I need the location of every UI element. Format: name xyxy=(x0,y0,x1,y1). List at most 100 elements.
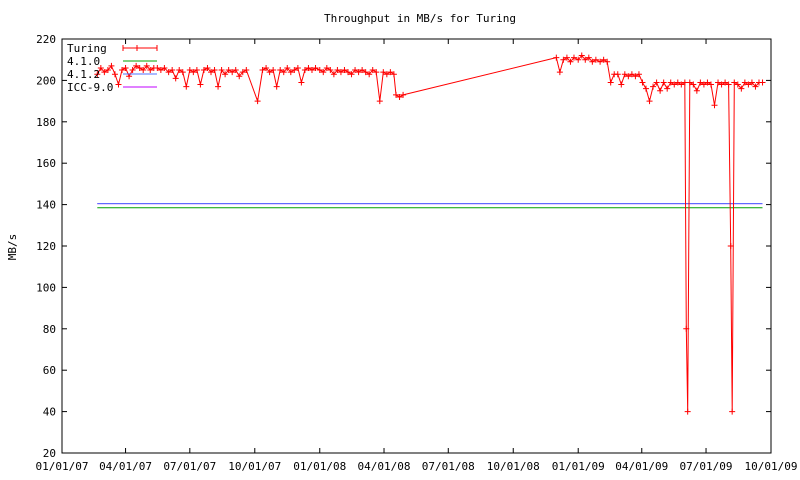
data-point xyxy=(697,79,704,86)
data-point xyxy=(316,67,323,74)
data-point xyxy=(643,85,650,92)
data-point xyxy=(628,71,635,78)
data-point xyxy=(600,56,607,63)
data-point xyxy=(393,91,400,98)
data-point xyxy=(614,71,621,78)
data-point xyxy=(312,64,319,71)
data-point xyxy=(727,243,734,249)
x-tick-label: 07/01/08 xyxy=(422,460,475,473)
data-point xyxy=(305,64,312,71)
data-point xyxy=(563,54,570,61)
data-point xyxy=(748,79,755,86)
data-point xyxy=(369,67,376,74)
data-point xyxy=(607,79,614,86)
data-point xyxy=(208,69,215,76)
data-point xyxy=(390,71,397,78)
data-point xyxy=(254,98,261,105)
x-tick-label: 01/01/08 xyxy=(293,460,346,473)
legend-label: ICC-9.0 xyxy=(67,81,113,94)
x-tick-label: 04/01/08 xyxy=(358,460,411,473)
data-point xyxy=(200,67,207,74)
data-point xyxy=(725,81,732,88)
data-point xyxy=(176,67,183,74)
plot-frame xyxy=(61,38,772,454)
data-point xyxy=(359,67,366,74)
data-point xyxy=(715,79,722,86)
data-point xyxy=(690,81,697,88)
y-tick-label: 200 xyxy=(36,74,56,87)
data-point xyxy=(122,64,129,71)
data-point xyxy=(734,81,741,88)
data-point xyxy=(94,71,101,78)
data-point xyxy=(387,69,394,76)
data-point xyxy=(229,69,236,76)
data-point xyxy=(348,71,355,78)
data-point xyxy=(592,56,599,63)
x-tick-label: 01/01/07 xyxy=(36,460,89,473)
data-point xyxy=(140,67,147,74)
y-tick-label: 120 xyxy=(36,240,56,253)
y-tick-label: 60 xyxy=(43,364,56,377)
data-point xyxy=(578,52,585,59)
data-point xyxy=(211,67,218,74)
data-point xyxy=(133,62,140,69)
data-point xyxy=(97,64,104,71)
y-tick-label: 20 xyxy=(43,447,56,460)
data-point xyxy=(380,69,387,76)
data-point xyxy=(376,98,383,105)
y-axis-label: MB/s xyxy=(6,234,19,261)
data-point xyxy=(625,73,632,80)
data-point xyxy=(183,83,190,90)
data-point xyxy=(345,69,352,76)
data-point xyxy=(366,71,373,78)
data-point xyxy=(161,64,168,71)
data-point xyxy=(362,69,369,76)
data-point xyxy=(165,69,172,76)
data-point xyxy=(157,67,164,74)
data-point xyxy=(667,79,674,86)
data-point xyxy=(741,79,748,86)
data-point xyxy=(273,83,280,90)
data-point xyxy=(585,54,592,61)
data-point xyxy=(270,67,277,74)
series-line xyxy=(96,54,763,412)
data-point xyxy=(635,71,642,78)
data-point xyxy=(400,91,407,98)
data-point xyxy=(284,64,291,71)
data-point xyxy=(330,71,337,78)
data-point xyxy=(108,62,115,69)
data-point xyxy=(232,67,239,74)
data-point xyxy=(341,67,348,74)
data-point xyxy=(729,408,736,415)
data-point xyxy=(111,71,118,78)
data-point xyxy=(239,69,246,76)
data-point xyxy=(650,83,657,90)
data-point xyxy=(129,67,136,74)
data-point xyxy=(373,69,380,76)
data-point xyxy=(722,79,729,86)
x-tick-label: 04/01/09 xyxy=(615,460,668,473)
legend-label: 4.1.0 xyxy=(67,55,100,68)
data-point xyxy=(653,79,660,86)
data-point xyxy=(759,79,766,86)
legend-marker xyxy=(122,45,158,51)
data-point xyxy=(355,69,362,76)
y-tick-label: 220 xyxy=(36,33,56,46)
x-tick-label: 10/01/08 xyxy=(487,460,540,473)
data-point xyxy=(567,58,574,65)
data-point xyxy=(179,69,186,76)
data-point xyxy=(236,73,243,80)
data-point xyxy=(597,58,604,65)
data-point xyxy=(618,81,625,88)
data-point xyxy=(745,81,752,88)
data-point xyxy=(337,69,344,76)
x-tick-label: 07/01/07 xyxy=(163,460,216,473)
data-point xyxy=(556,69,563,76)
data-point xyxy=(104,67,111,74)
data-point xyxy=(222,71,229,78)
data-point xyxy=(119,67,126,74)
data-point xyxy=(678,81,685,88)
data-point xyxy=(575,56,582,63)
y-tick-label: 160 xyxy=(36,157,56,170)
